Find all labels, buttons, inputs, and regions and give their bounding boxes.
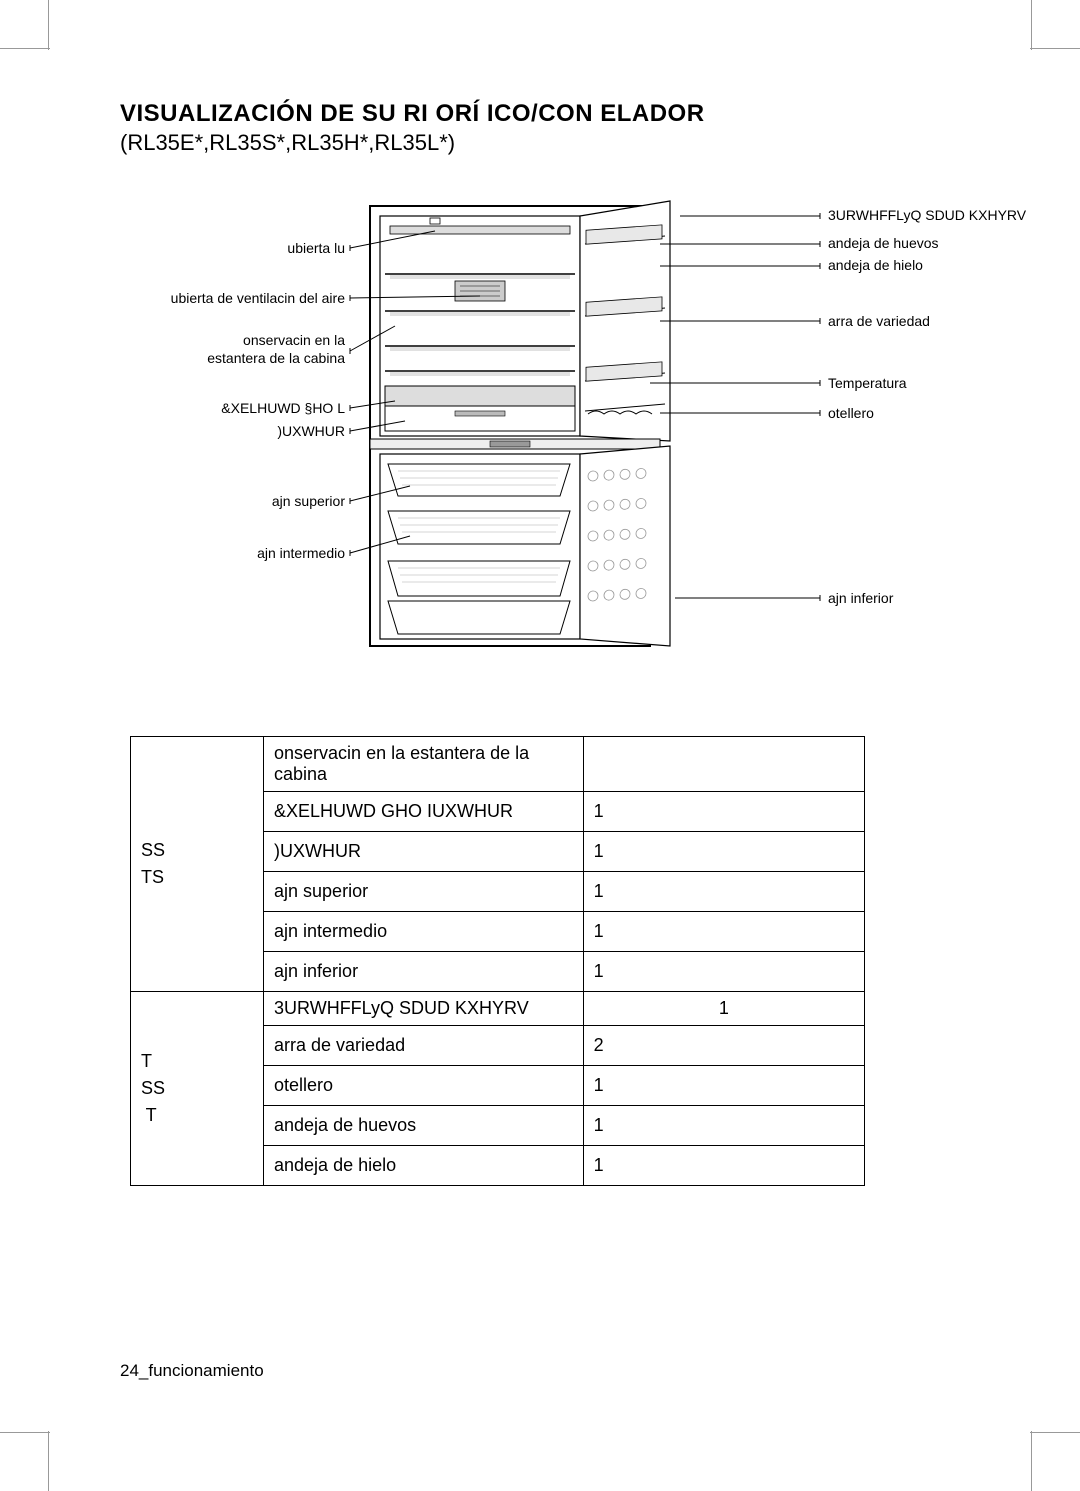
crop-mark <box>48 0 49 50</box>
crop-mark <box>1031 1431 1032 1491</box>
table-group-label: SS TS <box>131 737 264 992</box>
label-cajon-inferior: ajn inferior <box>828 589 893 607</box>
label-frutero: )UXWHUR <box>277 422 345 440</box>
table-group-label: T SS T <box>131 992 264 1186</box>
table-row: T SS T3URWHFFLyQ SDUD KXHYRV1 <box>131 992 865 1026</box>
table-part-name: andeja de hielo <box>264 1146 584 1186</box>
table-part-name: ajn inferior <box>264 952 584 992</box>
table-part-name: onservacin en la estantera de la cabina <box>264 737 584 792</box>
parts-table: SS TSonservacin en la estantera de la ca… <box>130 736 865 1186</box>
table-part-name: arra de variedad <box>264 1026 584 1066</box>
page-title: VISUALIZACIÓN DE SU RI ORÍ ICO/CON ELADO… <box>120 100 960 128</box>
model-subtitle: (RL35E*,RL35S*,RL35H*,RL35L*) <box>120 130 960 156</box>
table-part-qty: 1 <box>583 1146 864 1186</box>
label-bandeja-huevos: andeja de huevos <box>828 234 939 252</box>
table-part-name: )UXWHUR <box>264 832 584 872</box>
crop-mark <box>1030 48 1080 49</box>
table-row: SS TSonservacin en la estantera de la ca… <box>131 737 865 792</box>
table-part-name: 3URWHFFLyQ SDUD KXHYRV <box>264 992 584 1026</box>
label-bandeja-hielo: andeja de hielo <box>828 256 923 274</box>
label-cubierta-lu: ubierta lu <box>287 239 345 257</box>
label-proteccion-huevos: 3URWHFFLyQ SDUD KXHYRV <box>828 206 1026 224</box>
table-part-name: otellero <box>264 1066 584 1106</box>
table-part-qty: 1 <box>583 1066 864 1106</box>
table-part-qty: 1 <box>583 952 864 992</box>
fridge-diagram: ubierta lu ubierta de ventilacin del air… <box>120 196 960 676</box>
table-part-qty: 1 <box>583 832 864 872</box>
table-part-name: &XELHUWD GHO IUXWHUR <box>264 792 584 832</box>
label-botellero: otellero <box>828 404 874 422</box>
table-part-qty: 1 <box>583 792 864 832</box>
table-part-name: ajn superior <box>264 872 584 912</box>
label-conservacion-estanteria: onservacin en la estantera de la cabina <box>207 331 345 367</box>
page-content: VISUALIZACIÓN DE SU RI ORÍ ICO/CON ELADO… <box>120 100 960 1186</box>
crop-mark <box>1030 1432 1080 1433</box>
table-part-qty: 2 <box>583 1026 864 1066</box>
table-part-qty: 1 <box>583 872 864 912</box>
crop-mark <box>1031 0 1032 50</box>
label-cubierta-frutero: &XELHUWD §HO L <box>221 399 345 417</box>
table-part-qty: 1 <box>583 1106 864 1146</box>
table-part-qty <box>583 737 864 792</box>
label-barra-variedad: arra de variedad <box>828 312 930 330</box>
label-cajon-superior: ajn superior <box>272 492 345 510</box>
label-cubierta-ventilacion: ubierta de ventilacin del aire <box>171 289 345 307</box>
table-part-name: ajn intermedio <box>264 912 584 952</box>
table-part-qty: 1 <box>583 912 864 952</box>
crop-mark <box>48 1431 49 1491</box>
crop-mark <box>0 1432 50 1433</box>
crop-mark <box>0 48 50 49</box>
table-part-name: andeja de huevos <box>264 1106 584 1146</box>
page-footer: 24_funcionamiento <box>120 1361 264 1381</box>
label-cajon-intermedio: ajn intermedio <box>257 544 345 562</box>
label-temperatura: Temperatura <box>828 374 907 392</box>
table-part-qty: 1 <box>583 992 864 1026</box>
